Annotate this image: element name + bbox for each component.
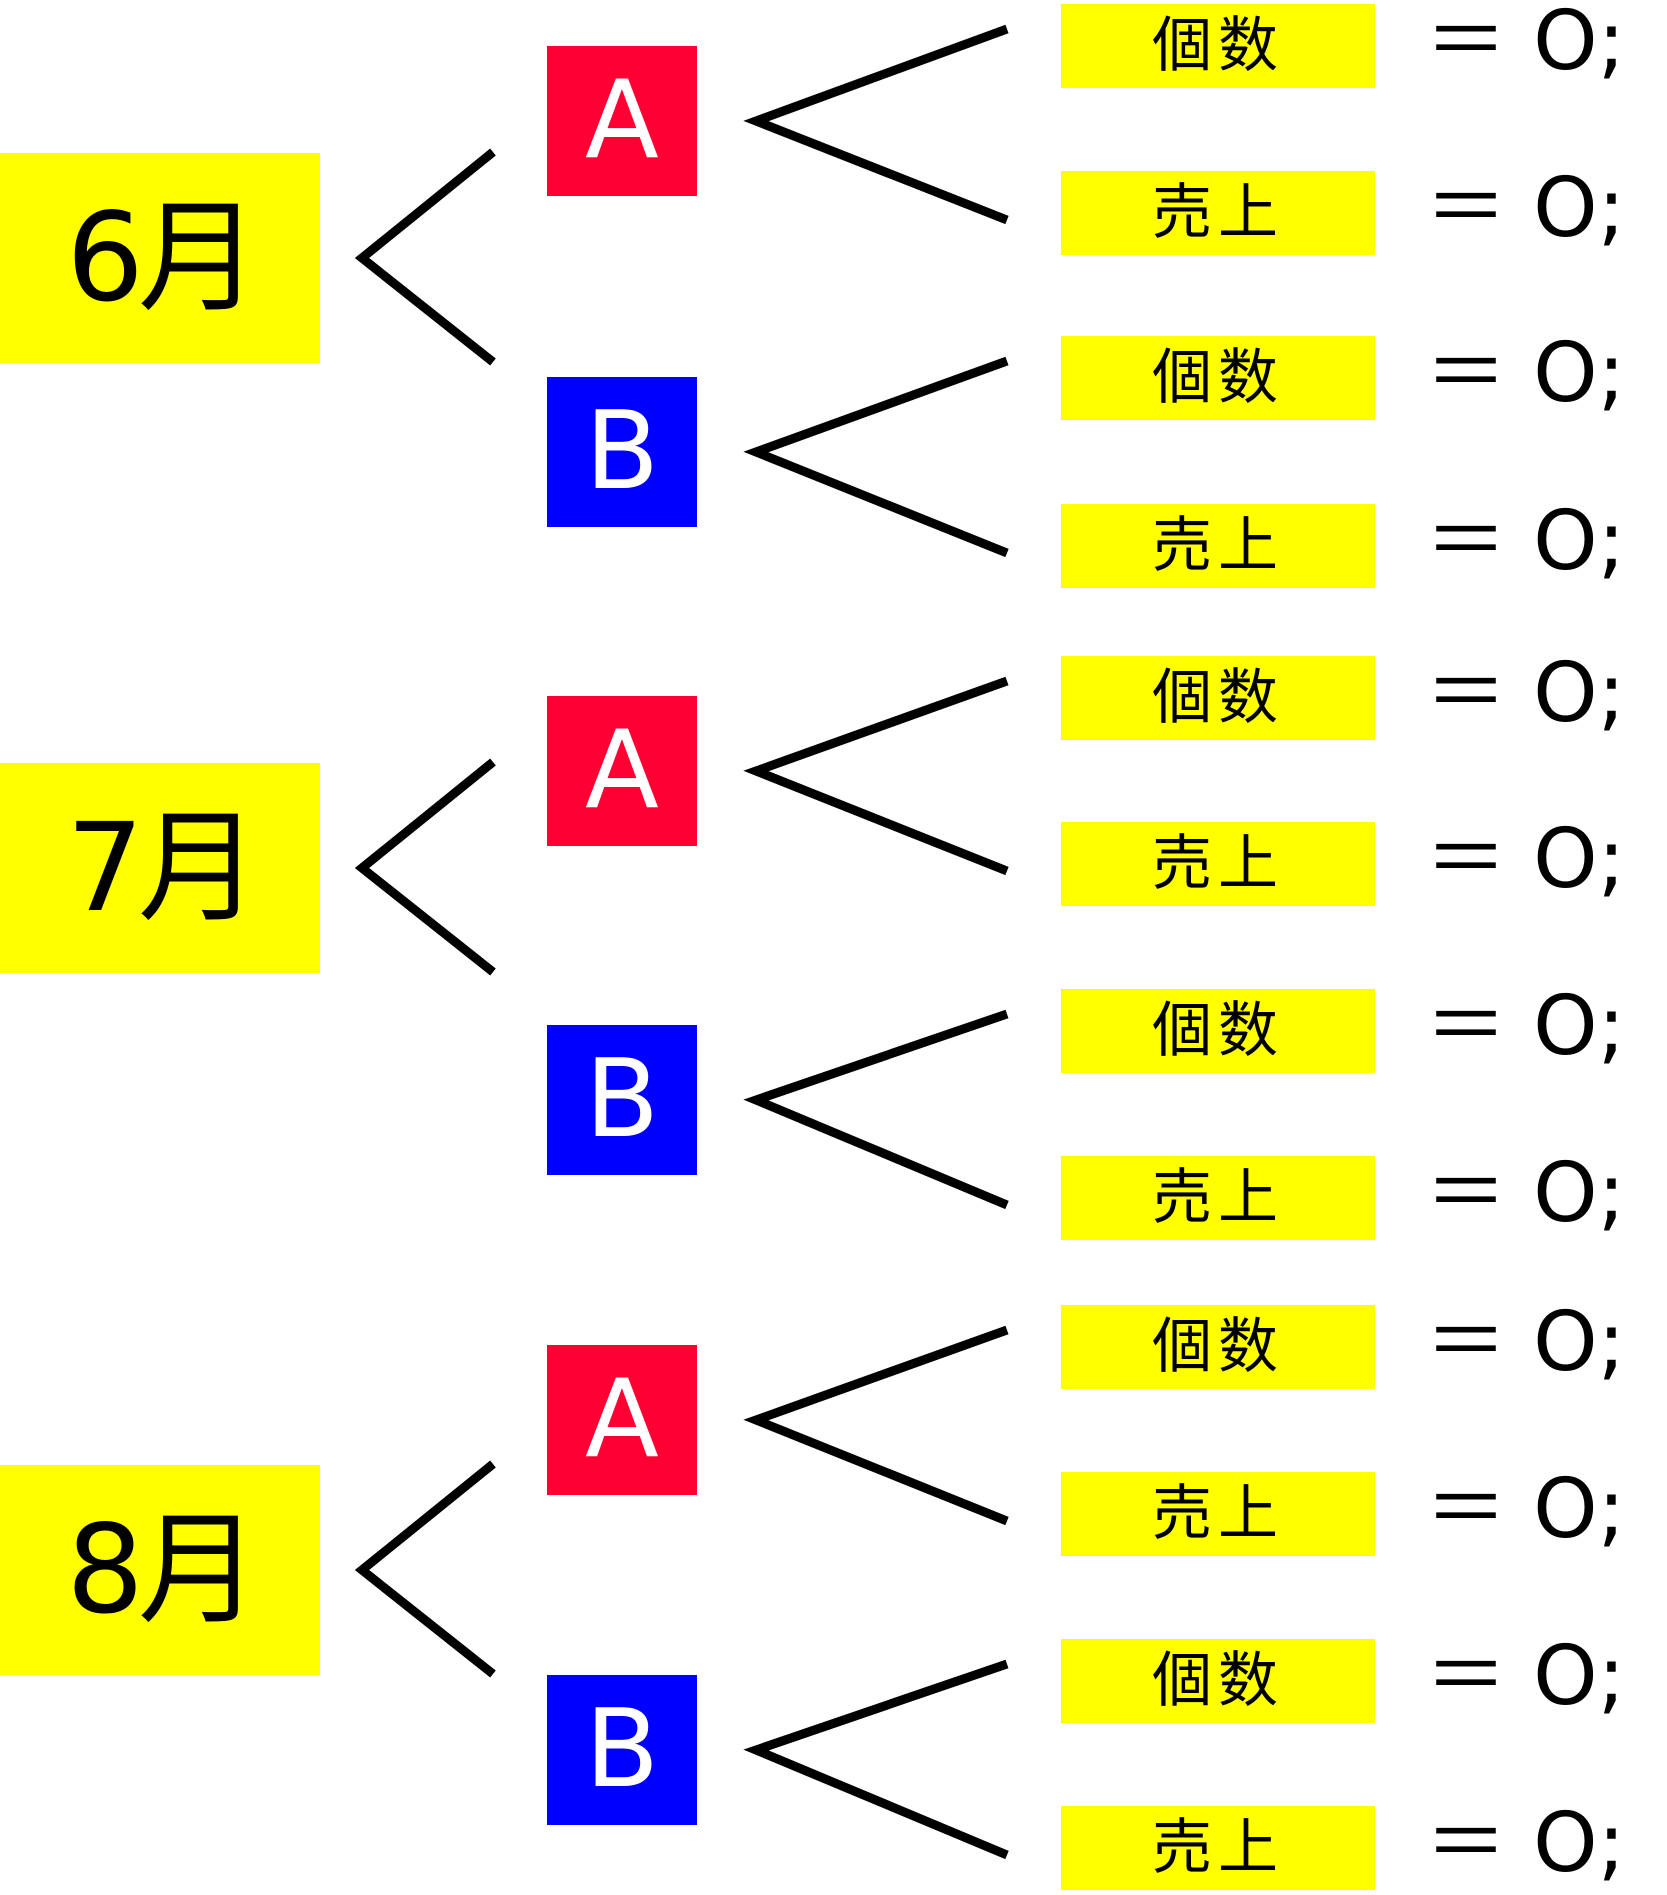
value-text: ＝ O;	[1425, 1146, 1626, 1241]
quantity-label: 個数	[1061, 656, 1375, 740]
product-branch	[743, 24, 1009, 225]
month-label: 7月	[0, 763, 320, 973]
value-text: ＝ O;	[1425, 326, 1626, 421]
sales-label: 売上	[1061, 504, 1375, 588]
sales-label: 売上	[1061, 1806, 1375, 1890]
product-branch	[743, 1325, 1009, 1526]
product-branch	[743, 356, 1009, 558]
value-text: ＝ O;	[1425, 0, 1626, 89]
value-text: ＝ O;	[1425, 979, 1626, 1074]
product-b-badge: B	[547, 1025, 697, 1175]
product-b-badge: B	[547, 1675, 697, 1825]
product-branch	[743, 676, 1009, 876]
month-label: 6月	[0, 153, 320, 363]
product-a-badge: A	[547, 1345, 697, 1495]
product-branch	[743, 1009, 1009, 1210]
sales-label: 売上	[1061, 822, 1375, 906]
month-branch	[354, 758, 496, 976]
sales-label: 売上	[1061, 1156, 1375, 1240]
value-text: ＝ O;	[1425, 1629, 1626, 1724]
value-text: ＝ O;	[1425, 1796, 1626, 1891]
sales-label: 売上	[1061, 1472, 1375, 1556]
value-text: ＝ O;	[1425, 494, 1626, 589]
product-a-badge: A	[547, 696, 697, 846]
quantity-label: 個数	[1061, 336, 1375, 420]
value-text: ＝ O;	[1425, 1462, 1626, 1557]
product-branch	[743, 1659, 1009, 1860]
month-branch	[354, 148, 496, 366]
product-a-badge: A	[547, 46, 697, 196]
month-label: 8月	[0, 1465, 320, 1675]
quantity-label: 個数	[1061, 1305, 1375, 1389]
value-text: ＝ O;	[1425, 1295, 1626, 1390]
month-branch	[354, 1460, 496, 1678]
product-b-badge: B	[547, 377, 697, 527]
quantity-label: 個数	[1061, 989, 1375, 1073]
value-text: ＝ O;	[1425, 812, 1626, 907]
quantity-label: 個数	[1061, 1639, 1375, 1723]
sales-label: 売上	[1061, 171, 1375, 255]
quantity-label: 個数	[1061, 4, 1375, 88]
value-text: ＝ O;	[1425, 646, 1626, 741]
value-text: ＝ O;	[1425, 161, 1626, 256]
